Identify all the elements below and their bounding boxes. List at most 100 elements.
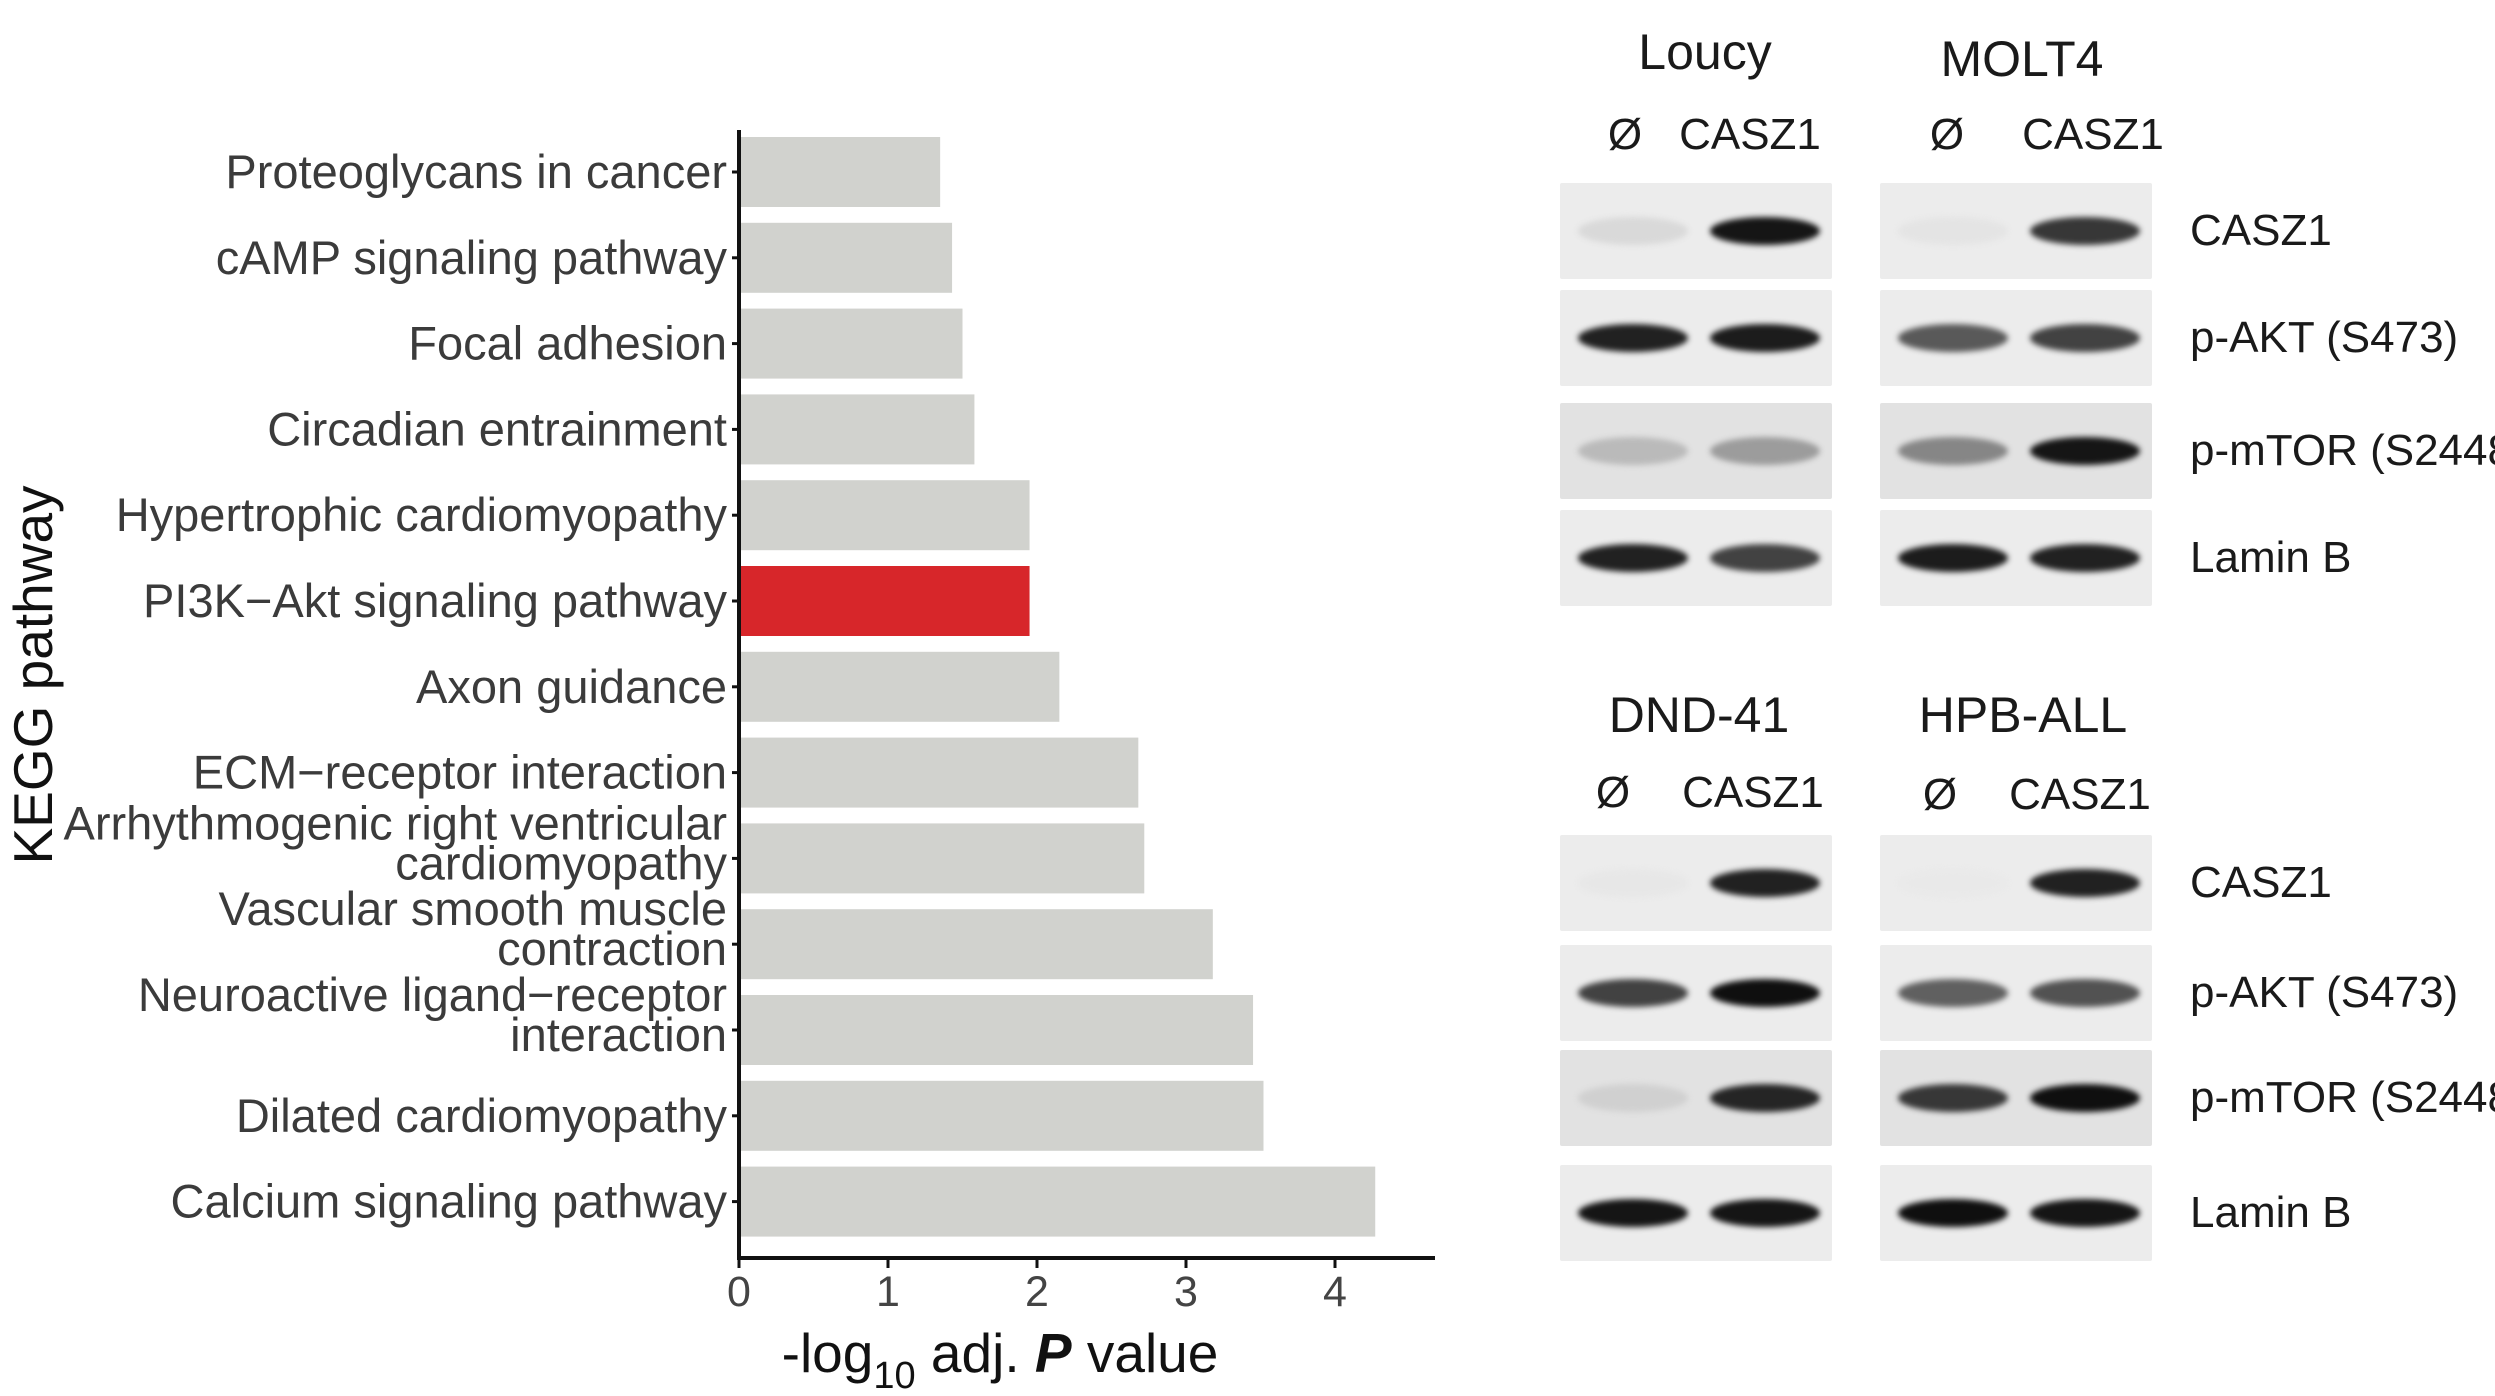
bar — [741, 394, 975, 465]
category-label: ECM−receptor interaction — [193, 746, 727, 799]
protein-label: p-mTOR (S2448) — [2190, 1073, 2495, 1122]
blot-band — [1710, 979, 1820, 1007]
category-label: interaction — [510, 1008, 727, 1061]
blot-strip — [1560, 945, 1832, 1041]
cell-line-title: DND-41 — [1608, 687, 1790, 743]
protein-label: p-AKT (S473) — [2190, 313, 2459, 362]
blot-strip — [1560, 835, 1832, 931]
protein-label: Lamin B — [2190, 533, 2352, 582]
x-tick-label: 2 — [1025, 1268, 1049, 1316]
category-label: Dilated cardiomyopathy — [236, 1089, 728, 1142]
blot-band — [2030, 324, 2140, 352]
protein-label: CASZ1 — [2190, 206, 2332, 255]
blot-band — [1578, 1199, 1688, 1227]
blot-strip — [1880, 183, 2152, 279]
bar — [741, 1166, 1376, 1237]
bar — [741, 995, 1254, 1065]
blot-band — [2030, 544, 2140, 572]
blot-strip — [1880, 403, 2152, 499]
blot-strip — [1880, 1050, 2152, 1146]
blot-band — [2030, 1084, 2140, 1112]
blot-band — [1710, 869, 1820, 897]
blot-strip — [1560, 290, 1832, 386]
category-label: Focal adhesion — [408, 317, 727, 370]
x-tick-label: 4 — [1323, 1268, 1347, 1316]
blot-band — [1710, 1084, 1820, 1112]
bar — [741, 222, 953, 293]
blot-band — [1578, 979, 1688, 1007]
cell-line-title: MOLT4 — [1940, 31, 2104, 87]
blot-strip — [1560, 1050, 1832, 1146]
blot-band — [2030, 869, 2140, 897]
category-label: cAMP signaling pathway — [216, 231, 728, 284]
blot-strip — [1560, 1165, 1832, 1261]
bar — [741, 566, 1030, 636]
lane-label: CASZ1 — [2022, 110, 2164, 159]
category-label: Axon guidance — [416, 660, 727, 713]
blot-strip — [1560, 183, 1832, 279]
blot-band — [1578, 869, 1688, 897]
blot-band — [2030, 979, 2140, 1007]
x-axis-title: -log10 adj. P value — [782, 1322, 1219, 1396]
blot-band — [1578, 217, 1688, 245]
blot-band — [1898, 544, 2008, 572]
x-tick-label: 0 — [727, 1268, 751, 1316]
blot-band — [1898, 1084, 2008, 1112]
blot-band — [1710, 217, 1820, 245]
bar — [741, 909, 1213, 980]
lane-label: CASZ1 — [1679, 110, 1821, 159]
blot-strip — [1880, 510, 2152, 606]
blot-band — [2030, 217, 2140, 245]
lane-label: Ø — [1922, 770, 1958, 819]
category-label: Vascular smooth muscle — [219, 882, 728, 935]
bar — [741, 480, 1030, 551]
blot-strip — [1880, 945, 2152, 1041]
blot-strip — [1880, 1165, 2152, 1261]
bar — [741, 137, 941, 207]
blot-strip — [1560, 403, 1832, 499]
cell-line-title: HPB-ALL — [1918, 687, 2128, 743]
blot-band — [1578, 544, 1688, 572]
lane-label: Ø — [1929, 110, 1965, 159]
blot-band — [1710, 1199, 1820, 1227]
bar — [741, 651, 1060, 722]
blot-band — [2030, 1199, 2140, 1227]
protein-label: p-AKT (S473) — [2190, 968, 2459, 1017]
y-axis-title: KEGG pathway — [2, 485, 64, 865]
blot-band — [1710, 544, 1820, 572]
category-label: Arrhythmogenic right ventricular — [64, 796, 728, 849]
category-label: Proteoglycans in cancer — [225, 145, 727, 198]
bar — [741, 737, 1139, 808]
blot-band — [1578, 437, 1688, 465]
blot-band — [1578, 324, 1688, 352]
bar — [741, 1080, 1264, 1151]
category-label: Neuroactive ligand−receptor — [138, 968, 727, 1021]
blot-band — [1898, 324, 2008, 352]
lane-label: CASZ1 — [1682, 768, 1824, 817]
category-label: Circadian entrainment — [267, 402, 727, 455]
protein-label: Lamin B — [2190, 1188, 2352, 1237]
lane-label: Ø — [1607, 110, 1643, 159]
blot-band — [1898, 437, 2008, 465]
blot-band — [1898, 869, 2008, 897]
protein-label: p-mTOR (S2448) — [2190, 426, 2495, 475]
blot-band — [1898, 217, 2008, 245]
blot-strip — [1560, 510, 1832, 606]
x-tick-label: 3 — [1174, 1268, 1198, 1316]
blot-strip — [1880, 290, 2152, 386]
lane-label: Ø — [1595, 768, 1631, 817]
blot-band — [1898, 979, 2008, 1007]
blot-band — [1578, 1084, 1688, 1112]
bar — [741, 308, 963, 379]
category-label: PI3K−Akt signaling pathway — [143, 574, 727, 627]
cell-line-title: Loucy — [1638, 24, 1772, 80]
blot-strip — [1880, 835, 2152, 931]
category-label: cardiomyopathy — [395, 836, 727, 889]
category-label: contraction — [497, 922, 727, 975]
x-tick-label: 1 — [876, 1268, 900, 1316]
bar — [741, 823, 1145, 894]
kegg-bar-chart: Proteoglycans in cancer cAMP signaling pa… — [2, 130, 1435, 1396]
blot-band — [1710, 437, 1820, 465]
blot-band — [1898, 1199, 2008, 1227]
blot-band — [2030, 437, 2140, 465]
